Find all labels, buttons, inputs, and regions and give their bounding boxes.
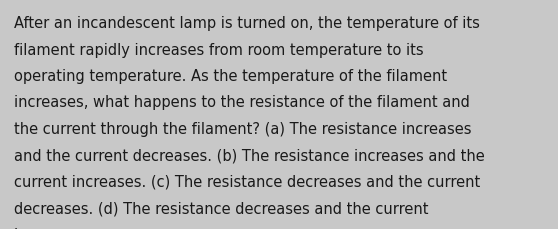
Text: increases.: increases.	[14, 227, 89, 229]
Text: decreases. (d) The resistance decreases and the current: decreases. (d) The resistance decreases …	[14, 200, 429, 215]
Text: the current through the filament? (a) The resistance increases: the current through the filament? (a) Th…	[14, 121, 472, 136]
Text: and the current decreases. (b) The resistance increases and the: and the current decreases. (b) The resis…	[14, 148, 485, 163]
Text: After an incandescent lamp is turned on, the temperature of its: After an incandescent lamp is turned on,…	[14, 16, 480, 31]
Text: current increases. (c) The resistance decreases and the current: current increases. (c) The resistance de…	[14, 174, 480, 189]
Text: filament rapidly increases from room temperature to its: filament rapidly increases from room tem…	[14, 42, 424, 57]
Text: increases, what happens to the resistance of the filament and: increases, what happens to the resistanc…	[14, 95, 470, 110]
Text: operating temperature. As the temperature of the filament: operating temperature. As the temperatur…	[14, 69, 447, 84]
